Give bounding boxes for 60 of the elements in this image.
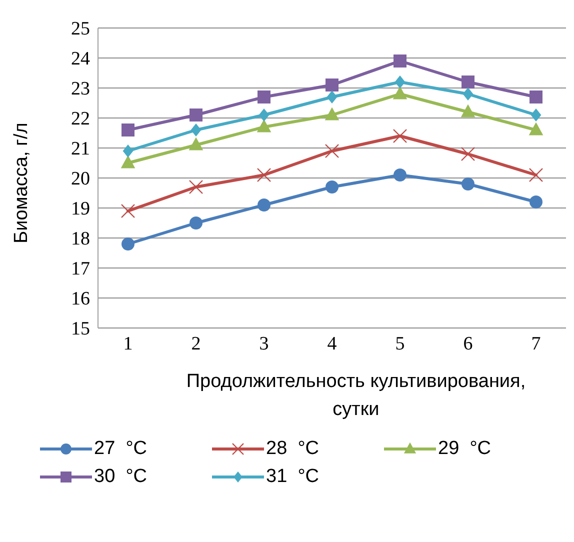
y-tick-label: 24 [71,48,90,70]
point [530,196,542,208]
point [530,108,542,122]
point [256,119,272,132]
x-tick-label: 5 [395,333,405,354]
point [394,168,406,182]
point [326,180,338,194]
point [462,178,474,190]
x-axis-title: Продолжительность культивирования, сутки [185,370,527,422]
point [324,144,340,158]
y-tick-label: 18 [71,228,90,250]
point [122,144,134,158]
point [326,90,338,104]
point [190,108,202,122]
x-tick-label: 1 [123,333,133,354]
point [394,76,406,88]
point [190,124,202,136]
point [326,78,338,92]
y-tick-label: 23 [71,78,90,100]
point [528,168,544,182]
point [120,155,136,168]
x-tick-label: 2 [191,333,201,354]
point [122,238,134,250]
y-tick-label: 25 [71,18,90,40]
legend-label: 29 °C [438,438,492,460]
y-tick-label: 21 [71,138,90,160]
y-tick-label: 20 [71,168,90,190]
x-tick-label: 7 [531,333,541,354]
point [188,137,204,150]
point [394,54,406,68]
point [460,146,476,162]
point [324,107,340,120]
y-axis-title: Биомасса, г/л [11,122,33,244]
point [392,86,408,100]
point [460,104,476,118]
point [256,168,272,182]
point [120,204,136,218]
point [188,180,204,194]
legend-label: 28 °C [266,438,320,460]
point [122,124,134,136]
point [392,128,408,144]
legend-label: 31 °C [266,466,320,488]
y-tick-label: 15 [71,318,90,340]
legend-label: 30 °C [94,466,148,488]
y-tick-label: 22 [71,108,90,130]
legend-label: 27 °C [94,438,148,460]
x-tick-label: 4 [327,333,338,354]
point [462,88,474,100]
point [258,108,270,122]
y-tick-label: 17 [71,258,90,280]
point [190,216,202,230]
point [258,90,270,104]
x-tick-label: 6 [463,333,473,354]
y-tick-label: 16 [71,288,90,310]
point [530,90,542,104]
point [462,76,474,88]
point [258,198,270,212]
point [528,122,544,136]
x-tick-label: 3 [259,333,269,354]
y-tick-label: 19 [71,198,90,220]
